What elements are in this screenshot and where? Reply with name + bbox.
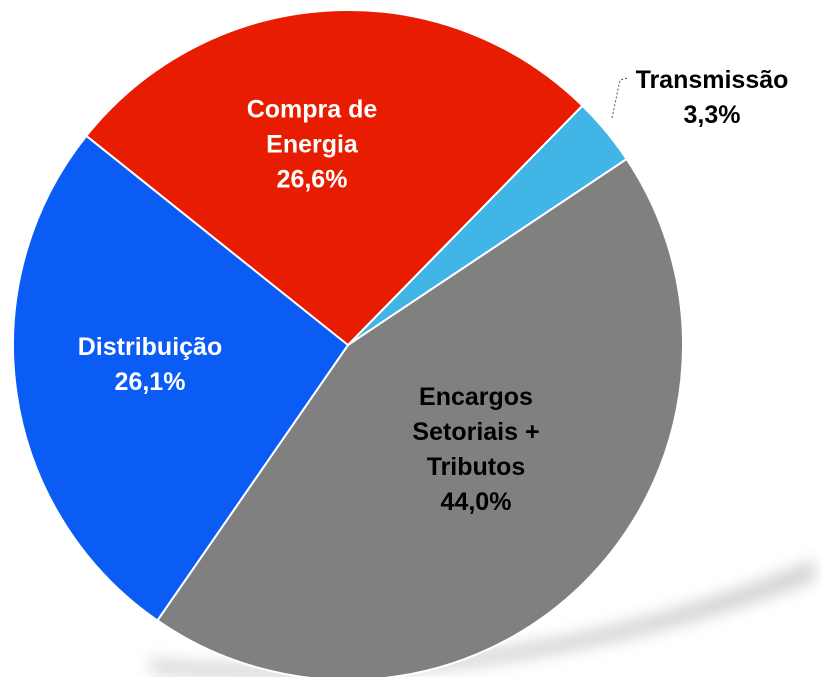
shadow bbox=[150, 560, 815, 677]
slice-label: Transmissão 3,3% bbox=[612, 63, 812, 133]
slice-label: Encargos Setoriais + Tributos 44,0% bbox=[376, 380, 576, 520]
category-name: Transmissão bbox=[635, 66, 789, 94]
slice-label: Compra de Energia 26,6% bbox=[222, 93, 402, 198]
leader-line bbox=[611, 77, 629, 119]
pie-slice bbox=[84, 9, 584, 347]
value-label: 3,3% bbox=[683, 101, 741, 129]
category-name: Compra de Energia bbox=[246, 95, 378, 159]
slice-label: Distribuição 26,1% bbox=[50, 330, 250, 400]
pie-slice bbox=[12, 134, 350, 622]
value-label: 26,6% bbox=[276, 165, 348, 194]
value-label: 26,1% bbox=[114, 368, 186, 396]
category-name: Encargos Setoriais + Tributos bbox=[412, 383, 540, 481]
pie-slice bbox=[155, 157, 684, 677]
value-label: 44,0% bbox=[440, 488, 512, 516]
category-name: Distribuição bbox=[77, 333, 223, 361]
